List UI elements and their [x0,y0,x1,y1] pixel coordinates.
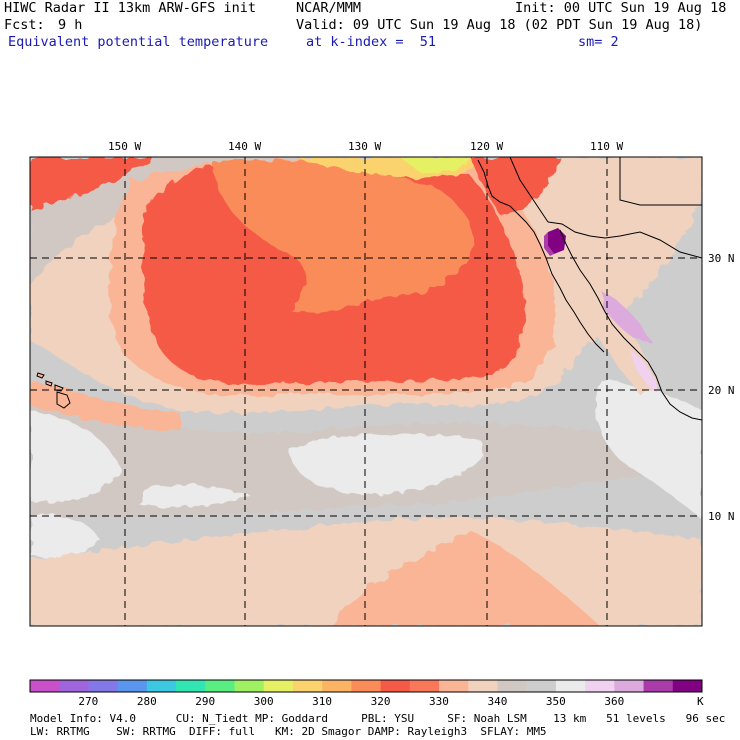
colorbar-tick-label: 310 [312,695,332,708]
colorbar-swatch [292,680,323,692]
colorbar-tick-label: 330 [429,695,449,708]
colorbar-tick-label: 290 [195,695,215,708]
colorbar-swatch [146,680,177,692]
colorbar-swatch [672,680,703,692]
island-kauai [36,372,45,379]
colorbar-tick-label: 280 [137,695,157,708]
coastline-mainland [559,229,702,421]
colorbar-frame [29,679,703,693]
colorbar-swatch [322,680,352,692]
colorbar-swatch [59,680,89,692]
colorbar-tick-label: 350 [546,695,566,708]
state-border-ca [509,157,549,223]
colorbar-swatch [497,680,528,692]
island-hawaii [56,391,71,409]
level-label: at k-index = 51 [306,34,437,50]
field-shading [30,157,702,626]
colorbar-swatch [176,680,206,692]
colorbar-swatch [263,680,294,692]
colorbar-swatch [526,680,557,692]
org-label: NCAR/MMM [296,0,362,16]
colorbar-swatch [439,680,469,692]
lon-label: 130 W [348,140,381,153]
lon-label: 140 W [228,140,261,153]
colorbar-swatch [117,680,148,692]
model-info-line2: LW: RRTMG SW: RRTMG DIFF: full KM: 2D Sm… [30,725,547,738]
colorbar-swatch [30,680,60,692]
lon-label: 150 W [108,140,141,153]
smoothing-label: sm= 2 [578,34,619,50]
colorbar-tick-label: 300 [254,695,274,708]
fcst-label: Fcst: [4,17,45,33]
valid-time: Valid: 09 UTC Sun 19 Aug 18 (02 PDT Sun … [296,17,703,33]
lon-label: 110 W [590,140,623,153]
lat-label: 30 N [708,252,735,265]
colorbar-swatch [380,680,411,692]
lon-label: 120 W [470,140,503,153]
colorbar-ticks: 270 280 290 300 310 320 330 340 350 360 [78,695,624,708]
fcst-value: 9 h [58,17,83,33]
colorbar-swatch [234,680,265,692]
state-border [619,157,702,206]
lat-label: 10 N [708,510,735,523]
us-mexico-border [547,221,702,259]
colorbar-tick-label: 320 [371,695,391,708]
colorbar-swatch [643,680,674,692]
colorbar-swatch [614,680,645,692]
coastline-baja [477,159,605,353]
init-time: Init: 00 UTC Sun 19 Aug 18 [515,0,727,16]
model-info-line1: Model Info: V4.0 CU: N_Tiedt MP: Goddard… [30,712,726,725]
colorbar-swatches [30,680,703,692]
model-title: HIWC Radar II 13km ARW-GFS init [4,0,256,16]
field-name: Equivalent potential temperature [8,34,269,50]
colorbar-swatch [468,680,498,692]
colorbar-tick-label: 270 [78,695,98,708]
colorbar-tick-label: 360 [604,695,624,708]
colorbar-swatch [205,680,236,692]
lat-lon-grid [30,157,702,626]
colorbar-swatch [409,680,440,692]
colorbar-swatch [351,680,382,692]
map-frame [29,156,703,627]
colorbar-swatch [585,680,615,692]
colorbar-swatch [88,680,119,692]
island-oahu [45,380,53,387]
colorbar-unit: K [697,695,704,708]
colorbar-swatch [555,680,586,692]
lat-label: 20 N [708,384,735,397]
colorbar-tick-label: 340 [487,695,507,708]
